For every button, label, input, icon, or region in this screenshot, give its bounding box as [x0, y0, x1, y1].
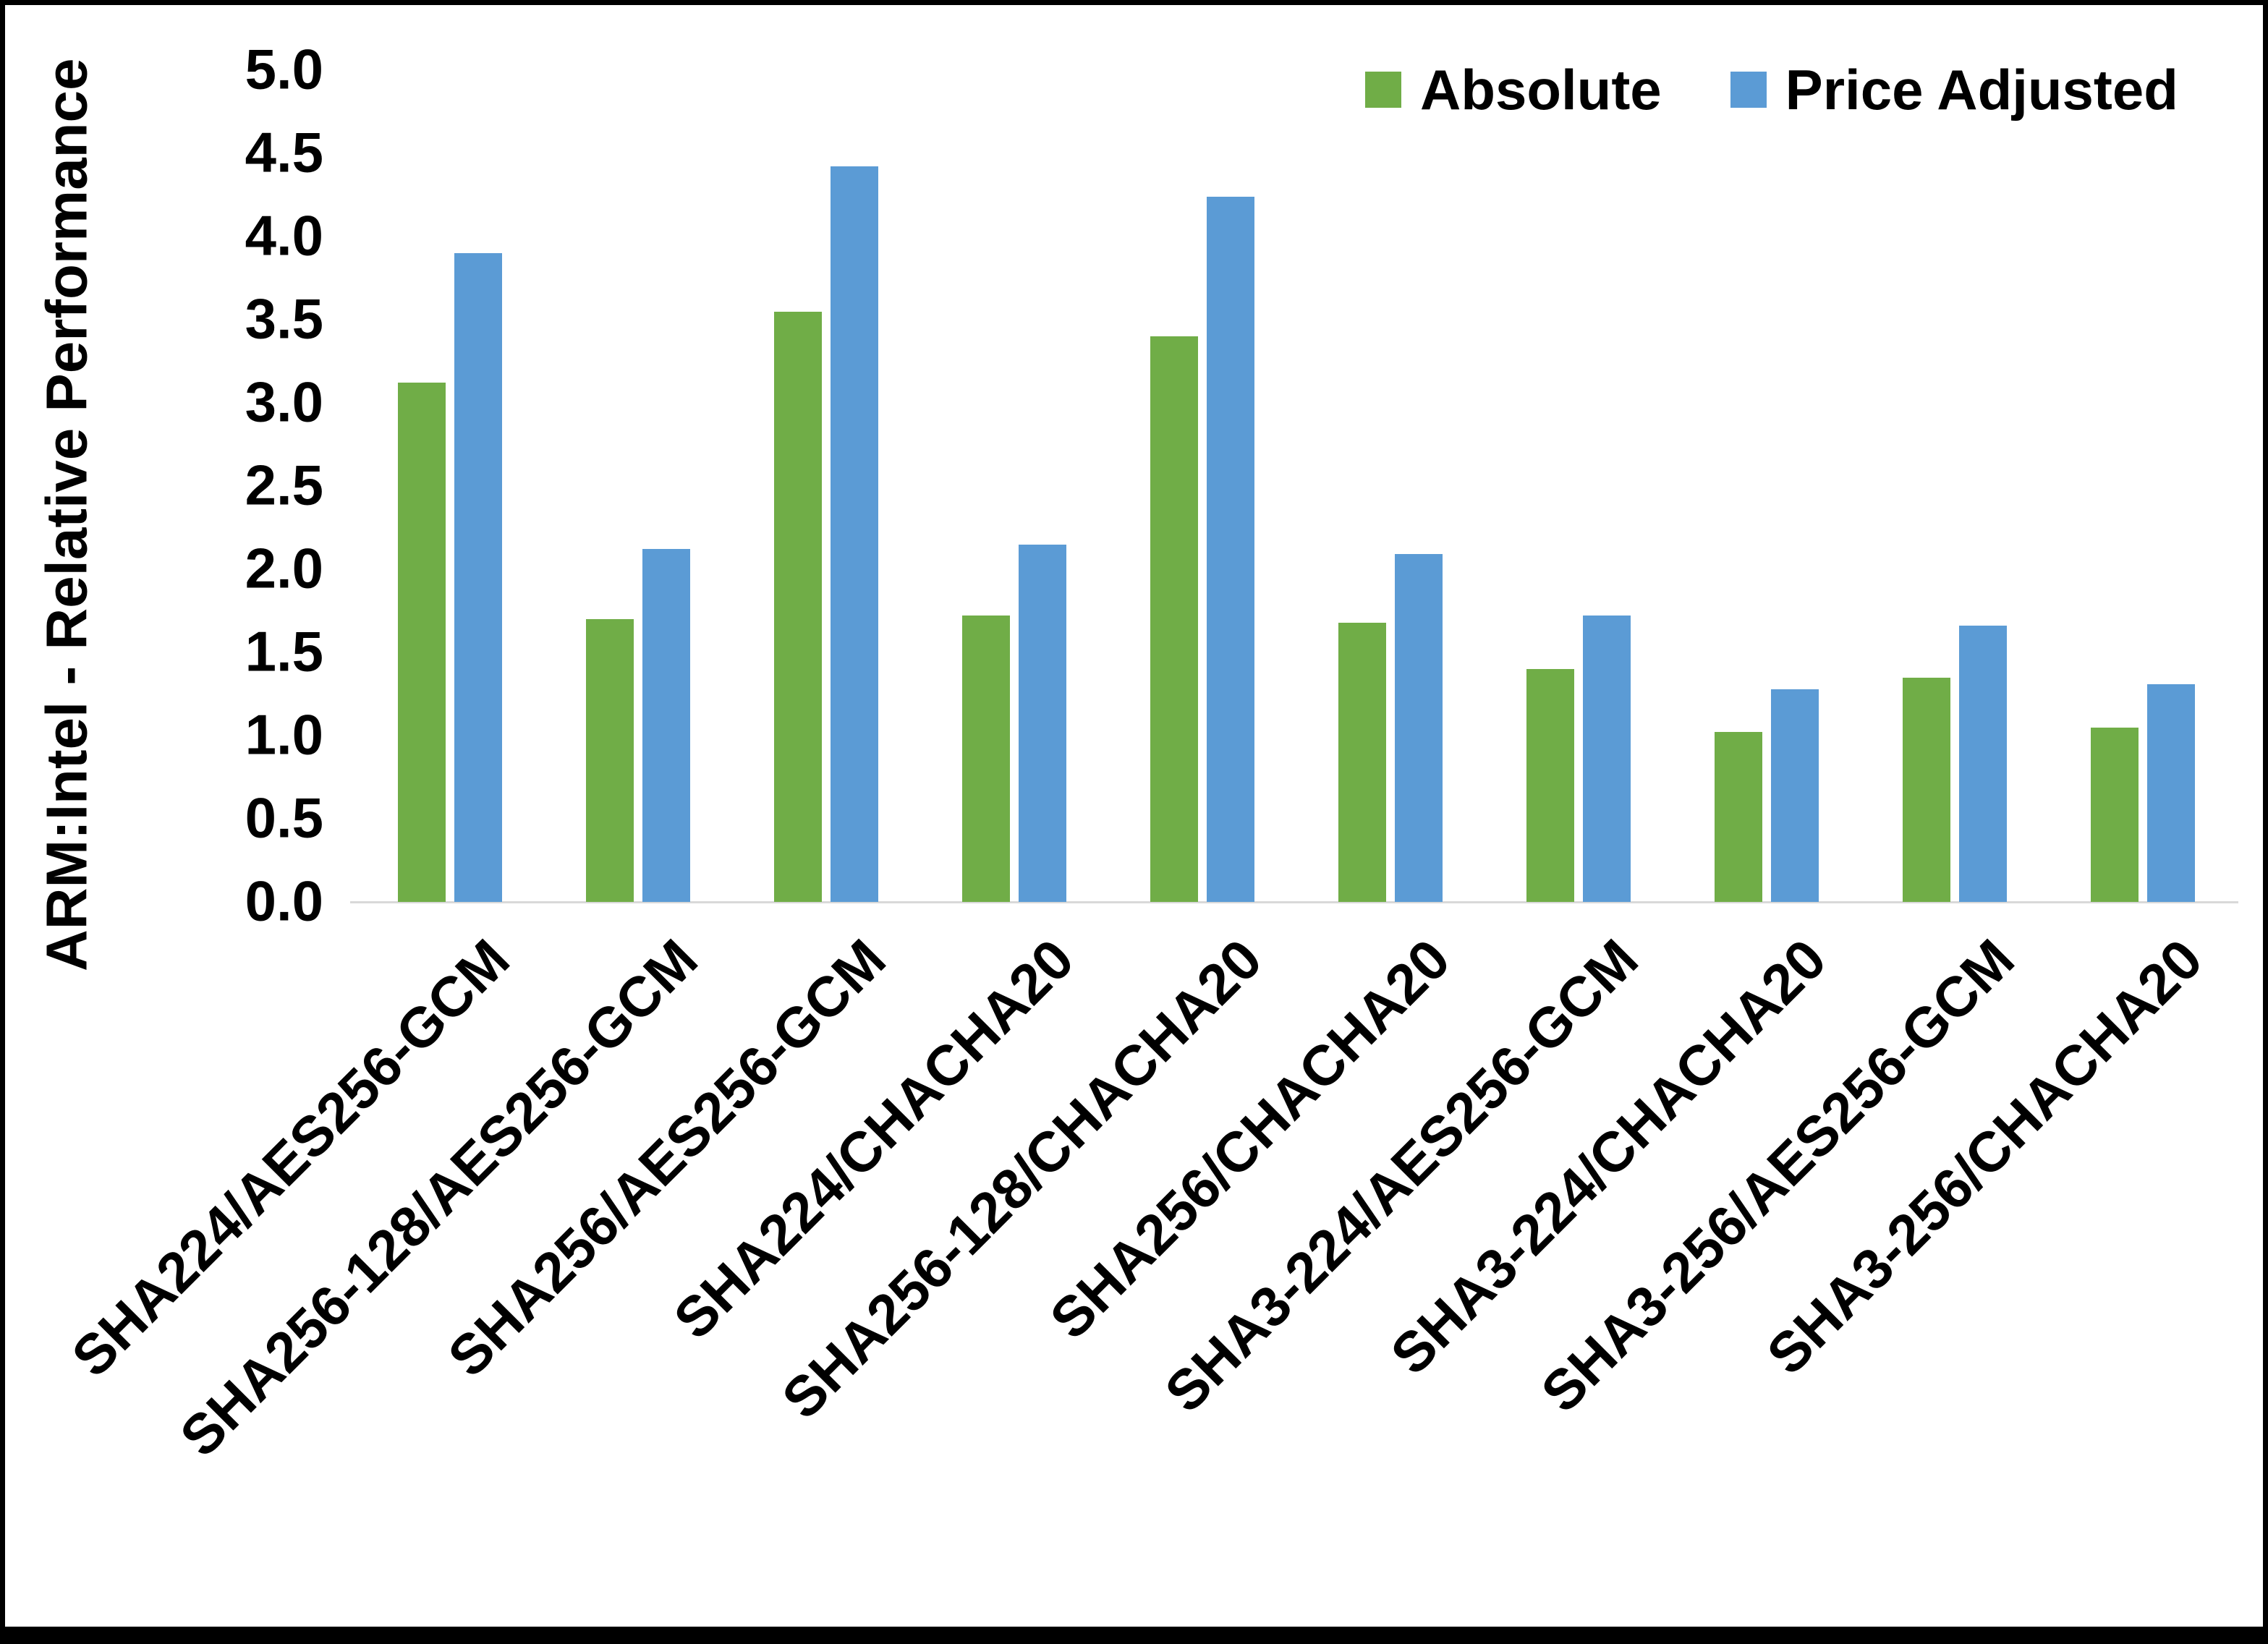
bar-absolute	[2091, 727, 2139, 902]
y-tick-label: 0.0	[245, 869, 323, 933]
y-tick-label: 0.5	[245, 785, 323, 850]
bar-absolute	[774, 311, 822, 902]
bar-absolute	[962, 616, 1010, 902]
legend-item-absolute: Absolute	[1365, 61, 1662, 118]
y-tick-label: 4.5	[245, 120, 323, 184]
bar-price-adjusted	[454, 253, 502, 902]
y-tick-label: 3.5	[245, 286, 323, 351]
bar-price-adjusted	[1207, 196, 1254, 902]
bar-price-adjusted	[1019, 544, 1066, 902]
y-tick-label: 3.0	[245, 370, 323, 434]
bar-price-adjusted	[831, 166, 878, 902]
bar-absolute	[586, 619, 634, 902]
bar-absolute	[1715, 732, 1762, 902]
legend: Absolute Price Adjusted	[1365, 61, 2178, 118]
y-tick-label: 5.0	[245, 37, 323, 101]
y-tick-label: 2.5	[245, 453, 323, 517]
bar-price-adjusted	[1395, 554, 1443, 902]
bar-absolute	[1526, 669, 1574, 902]
bar-absolute	[398, 383, 446, 902]
y-tick-label: 4.0	[245, 203, 323, 268]
bar-price-adjusted	[1959, 626, 2007, 902]
bar-price-adjusted	[1771, 689, 1819, 902]
bar-absolute	[1150, 336, 1198, 902]
bar-absolute	[1338, 622, 1386, 902]
bar-price-adjusted	[642, 549, 690, 902]
bar-price-adjusted	[1583, 616, 1631, 902]
x-axis-line	[350, 901, 2238, 903]
legend-swatch-price-adjusted	[1730, 72, 1767, 108]
legend-label-price-adjusted: Price Adjusted	[1785, 58, 2178, 122]
legend-item-price-adjusted: Price Adjusted	[1730, 61, 2178, 118]
y-tick-label: 1.0	[245, 702, 323, 767]
y-tick-label: 1.5	[245, 619, 323, 683]
legend-label-absolute: Absolute	[1420, 58, 1662, 122]
bar-price-adjusted	[2147, 683, 2195, 902]
bar-absolute	[1903, 677, 1950, 902]
plot-area: 0.0 0.5 1.0 1.5 2.0 2.5 3.0 3.5 4.0 4.5 5.0 SHA224/…	[5, 5, 2263, 1627]
legend-swatch-absolute	[1365, 72, 1401, 108]
x-tick-label: SHA256-128/AES256-GCM	[167, 927, 710, 1469]
y-tick-label: 2.0	[245, 536, 323, 600]
